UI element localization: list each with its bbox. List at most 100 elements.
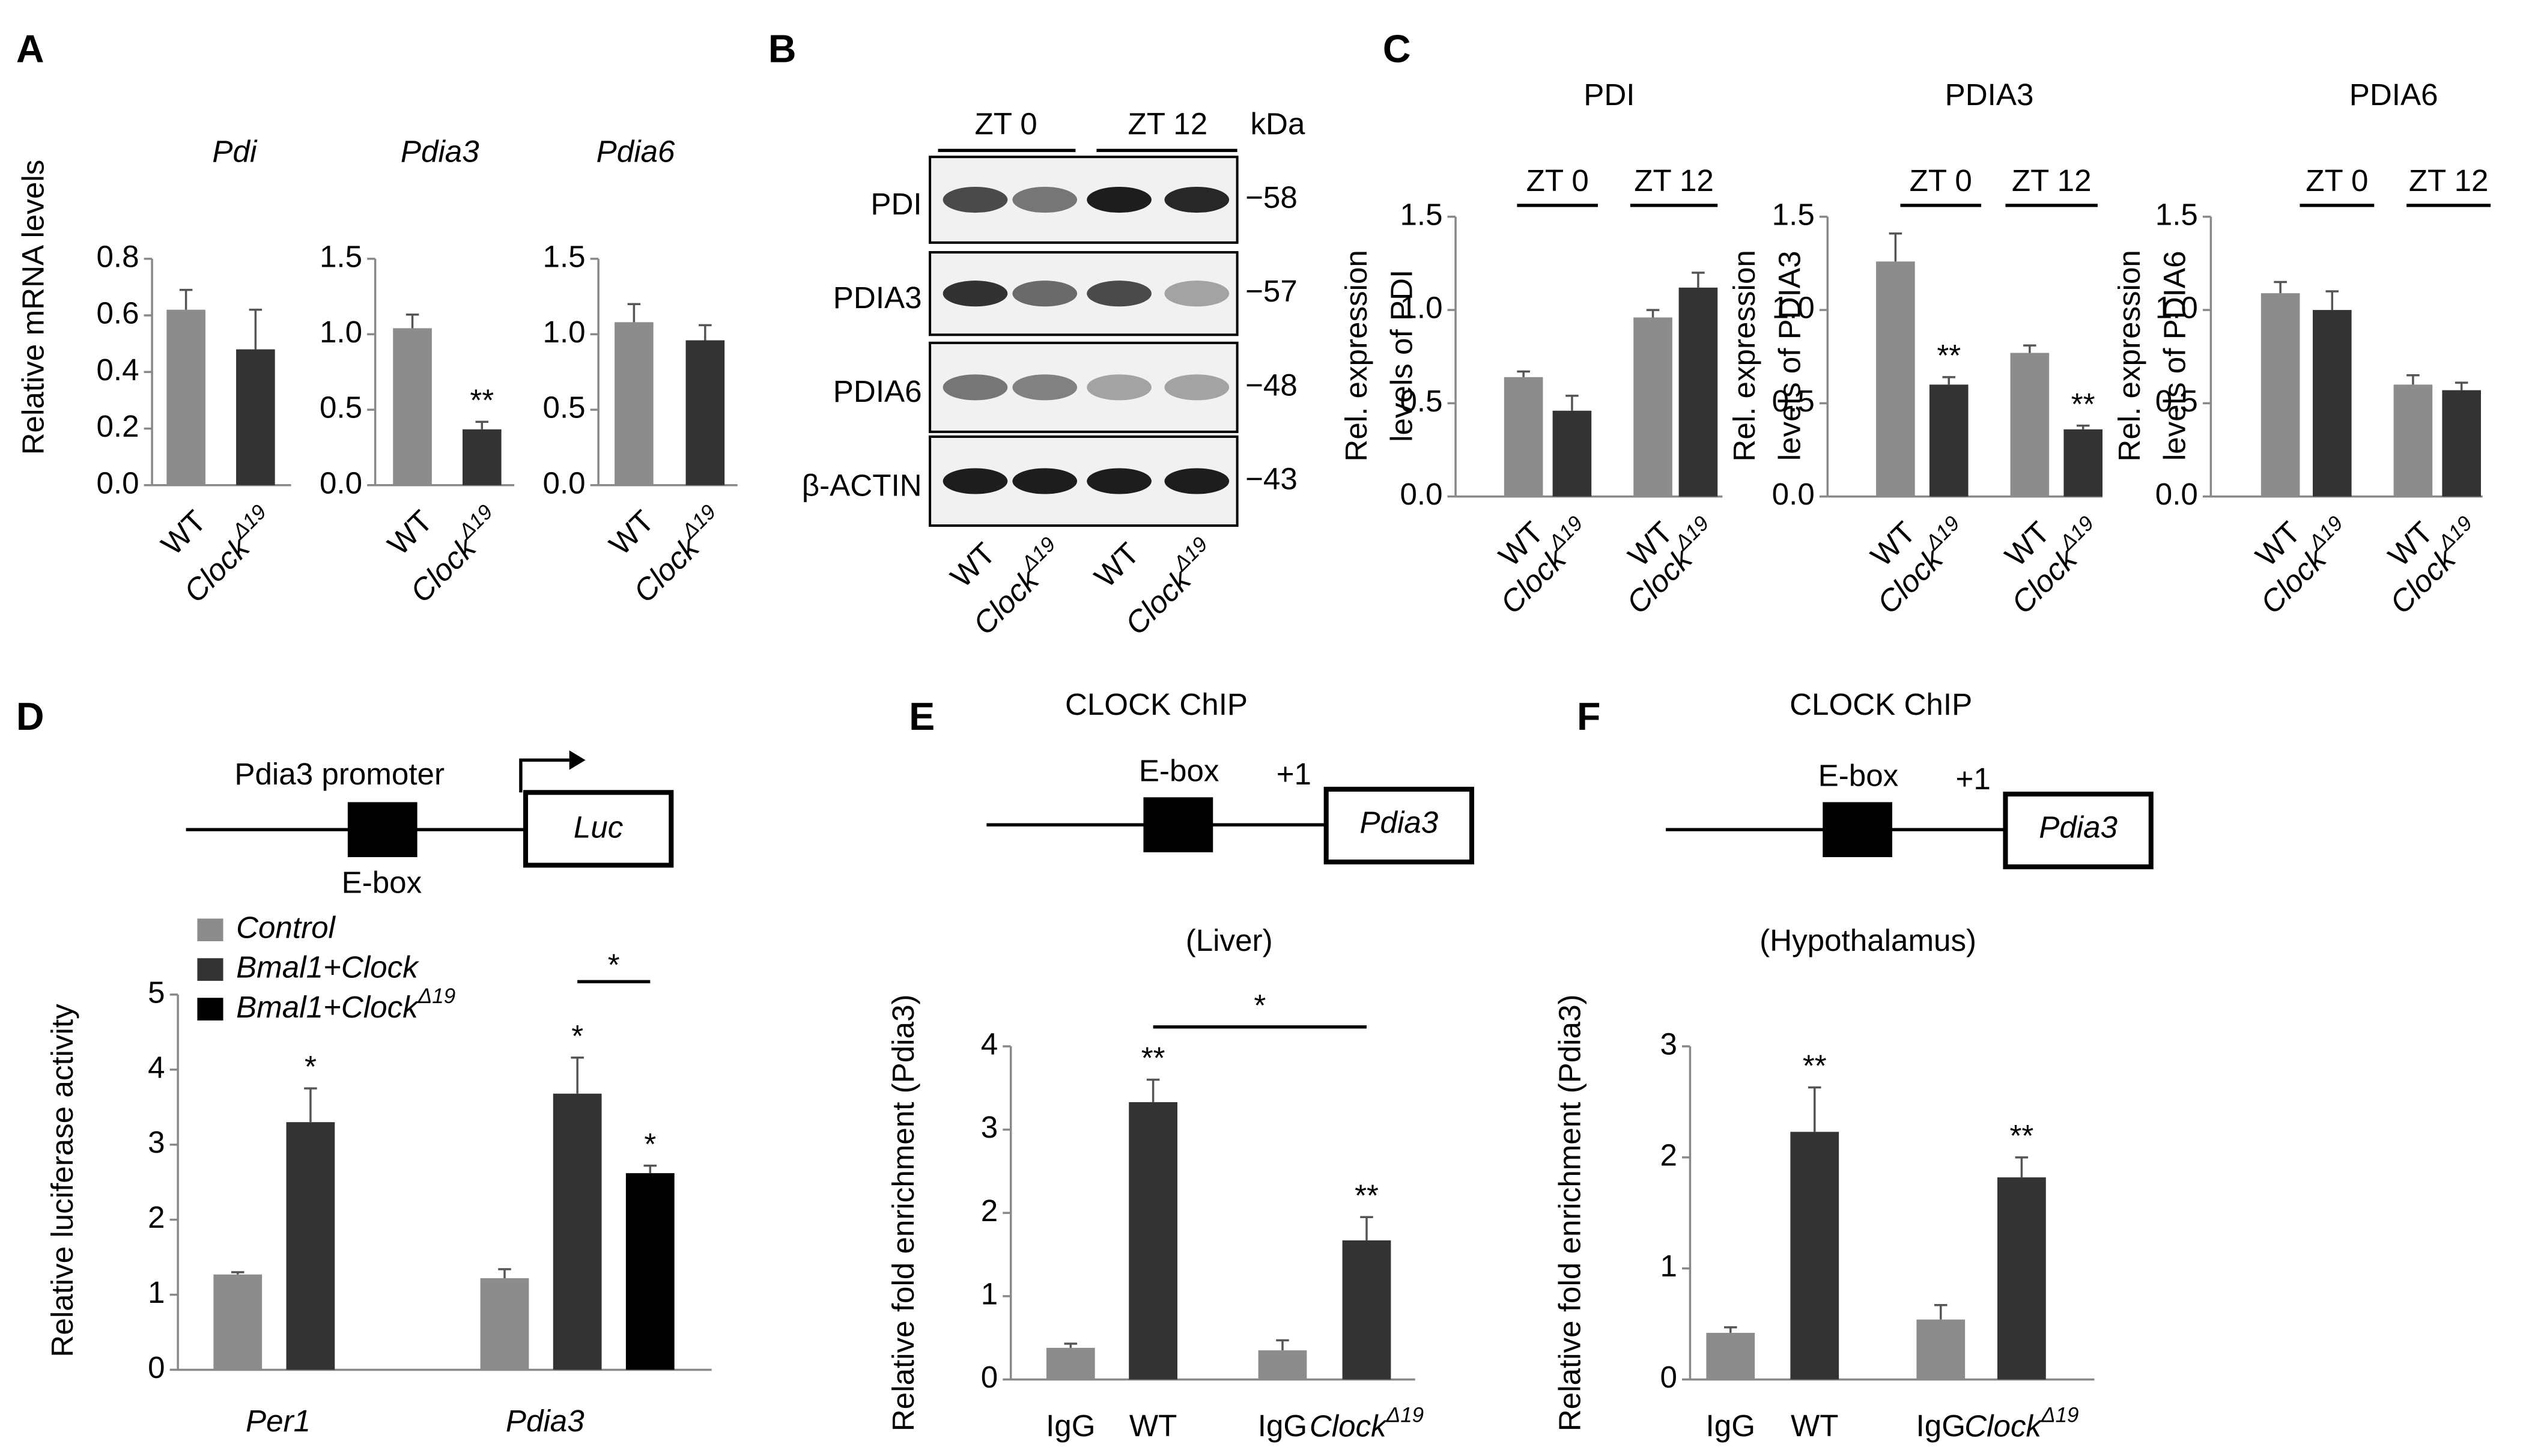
- significance-mark: *: [608, 948, 620, 982]
- significance-mark: *: [571, 1019, 583, 1053]
- legend-label: Control: [236, 911, 336, 945]
- e-box: [1823, 802, 1892, 857]
- panel-label: B: [768, 27, 797, 70]
- bar: [1790, 1132, 1839, 1380]
- y-tick-label: 0.0: [96, 466, 139, 500]
- y-axis-label: Rel. expression: [2112, 250, 2146, 461]
- x-tick-label: IgG: [1916, 1409, 1966, 1443]
- x-tick-label: IgG: [1706, 1409, 1755, 1443]
- y-tick-label: 5: [148, 975, 165, 1009]
- y-axis-label: Rel. expression: [1339, 250, 1373, 461]
- band: [1164, 281, 1230, 307]
- bar: [553, 1093, 602, 1370]
- bar: [393, 328, 432, 485]
- significance-mark: **: [2071, 387, 2095, 421]
- chart-title: CLOCK ChIP: [1065, 687, 1248, 721]
- y-tick-label: 4: [148, 1050, 165, 1084]
- blot-group: ZT 12: [1128, 107, 1208, 141]
- blot-row-label: PDIA6: [833, 374, 922, 408]
- band: [1087, 187, 1152, 213]
- bar: [2010, 353, 2050, 497]
- y-axis-label: Relative mRNA levels: [16, 160, 50, 455]
- y-tick-label: 1.5: [543, 239, 586, 273]
- y-axis-label: levels of PDIA3: [1773, 251, 1807, 461]
- band: [1164, 187, 1230, 213]
- band: [1164, 374, 1230, 401]
- y-tick-label: 0.0: [2155, 477, 2198, 511]
- legend-swatch: [197, 918, 223, 941]
- bar: [1258, 1350, 1307, 1380]
- gene-label: Pdia3: [2039, 810, 2118, 845]
- y-tick-label: 0.6: [96, 296, 139, 330]
- e-box: [347, 802, 417, 857]
- legend-swatch: [197, 998, 223, 1021]
- group-label: ZT 12: [1634, 163, 1714, 198]
- bar: [2260, 293, 2300, 497]
- tss-arrow: [519, 758, 569, 793]
- y-tick-label: 0.5: [1772, 384, 1815, 418]
- bar: [1046, 1347, 1095, 1380]
- y-tick-label: 1.5: [320, 239, 362, 273]
- significance-mark: **: [1937, 338, 1961, 372]
- y-tick-label: 2: [148, 1200, 165, 1234]
- y-tick-label: 1.0: [1772, 291, 1815, 325]
- gene-label: Luc: [574, 810, 623, 845]
- bar: [480, 1278, 529, 1370]
- band: [943, 468, 1008, 494]
- start-label: +1: [1277, 757, 1311, 791]
- bar: [1633, 317, 1672, 497]
- bar: [685, 340, 725, 485]
- y-axis-label: Rel. expression: [1727, 250, 1761, 461]
- promoter-label: Pdia3 promoter: [234, 757, 445, 791]
- bar: [1929, 384, 1969, 497]
- blot-kda: −58: [1245, 180, 1298, 214]
- y-tick-label: 0.5: [543, 390, 586, 425]
- bar: [2393, 384, 2433, 497]
- group-label: ZT 12: [2012, 163, 2092, 198]
- x-tick-label: IgG: [1258, 1409, 1307, 1443]
- significance-mark: **: [1355, 1178, 1379, 1212]
- x-tick-label: IgG: [1046, 1409, 1095, 1443]
- start-label: +1: [1955, 762, 1990, 796]
- band: [1012, 281, 1078, 307]
- significance-mark: **: [1803, 1049, 1827, 1083]
- chart-subtitle: (Liver): [1186, 923, 1273, 957]
- x-tick-label: Per1: [246, 1404, 311, 1438]
- y-axis-label: levels of PDI: [1384, 270, 1418, 442]
- y-tick-label: 3: [981, 1110, 998, 1144]
- blot-unit: kDa: [1250, 107, 1305, 141]
- band: [943, 187, 1008, 213]
- blot-kda: −48: [1245, 368, 1298, 402]
- blot-row-label: PDIA3: [833, 281, 922, 315]
- bar: [1876, 261, 1915, 497]
- y-tick-label: 1.0: [2155, 291, 2198, 325]
- x-tick-label: Pdia3: [506, 1404, 584, 1438]
- bar: [236, 349, 275, 485]
- y-tick-label: 1.5: [1400, 197, 1442, 231]
- significance-mark: *: [305, 1049, 317, 1084]
- band: [943, 281, 1008, 307]
- y-axis-label: Relative fold enrichment (Pdia3): [886, 994, 920, 1431]
- group-label: ZT 12: [2409, 163, 2489, 198]
- bar: [625, 1173, 675, 1370]
- blot-row-label: β-ACTIN: [802, 468, 922, 502]
- y-tick-label: 0.5: [2155, 384, 2198, 418]
- y-tick-label: 0.0: [320, 466, 362, 500]
- bar: [2442, 390, 2481, 497]
- chart-title: PDIA6: [2349, 77, 2438, 112]
- band: [1087, 374, 1152, 401]
- group-label: ZT 0: [1526, 163, 1589, 198]
- bar: [1129, 1102, 1177, 1380]
- gene-box: [2003, 791, 2154, 870]
- band: [1012, 468, 1078, 494]
- y-tick-label: 0.2: [96, 409, 139, 443]
- panel-label: D: [16, 695, 44, 738]
- y-tick-label: 0: [1660, 1360, 1677, 1394]
- y-tick-label: 0.5: [1400, 384, 1442, 418]
- y-tick-label: 0.0: [1400, 477, 1442, 511]
- chart-title: PDI: [1583, 77, 1635, 112]
- e-box: [1143, 797, 1213, 852]
- band: [1087, 281, 1152, 307]
